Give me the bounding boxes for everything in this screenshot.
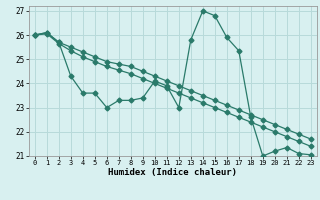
X-axis label: Humidex (Indice chaleur): Humidex (Indice chaleur) xyxy=(108,168,237,177)
